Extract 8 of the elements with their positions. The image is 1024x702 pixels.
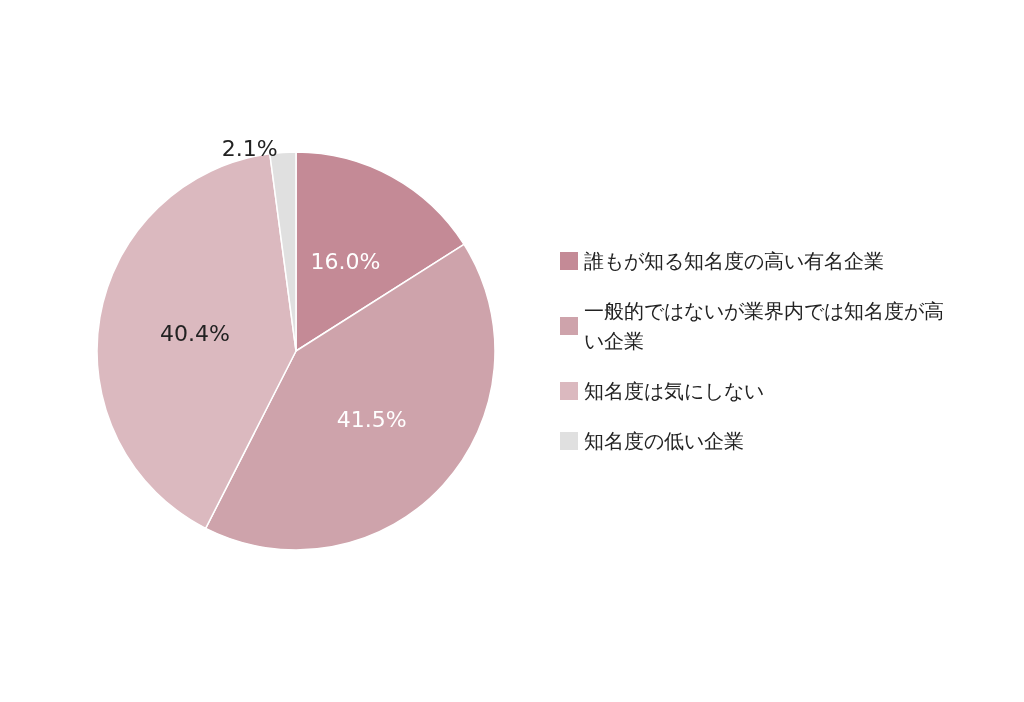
legend-label: 知名度の低い企業 xyxy=(584,429,744,453)
legend-label: 知名度は気にしない xyxy=(584,379,764,403)
data-label: 41.5% xyxy=(336,407,407,433)
legend-label: 誰もが知る知名度の高い有名企業 xyxy=(584,249,884,273)
legend-label: 一般的ではないが業界内では知名度が高い企業 xyxy=(584,299,944,353)
data-label: 16.0% xyxy=(310,248,381,274)
data-label: 40.4% xyxy=(160,321,230,347)
data-label: 2.1% xyxy=(221,135,278,161)
